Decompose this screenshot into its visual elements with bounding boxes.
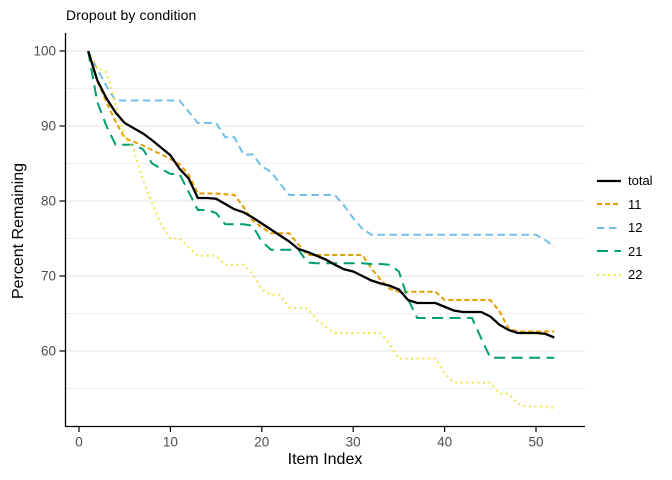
- legend-line-swatch-21: [597, 250, 621, 253]
- series-line-22: [87, 50, 555, 409]
- y-tick-label: 80: [41, 194, 56, 209]
- legend-item-total: total: [596, 169, 653, 193]
- legend-label-22: 22: [628, 267, 643, 283]
- x-tick-label: 0: [75, 435, 83, 450]
- y-tick-label: 90: [41, 119, 56, 134]
- legend-item-21: 21: [596, 240, 653, 264]
- series-line-12: [87, 50, 555, 248]
- legend-label-21: 21: [628, 243, 643, 259]
- x-tick-label: 40: [437, 435, 452, 450]
- x-tick-label: 10: [163, 435, 178, 450]
- x-tick-label: 20: [254, 435, 269, 450]
- legend-line-swatch-11: [597, 203, 621, 206]
- x-tick-label: 50: [528, 435, 543, 450]
- chart-title: Dropout by condition: [66, 7, 197, 23]
- legend: total 11 12 21 22: [596, 169, 653, 287]
- series-line-11: [87, 50, 555, 333]
- legend-line-swatch-22: [597, 273, 621, 276]
- series-line-21: [87, 50, 555, 359]
- legend-label-11: 11: [628, 196, 642, 212]
- legend-line-swatch-12: [597, 226, 621, 229]
- legend-label-12: 12: [628, 220, 643, 236]
- x-axis-title: Item Index: [287, 451, 363, 468]
- legend-item-11: 11: [596, 193, 653, 217]
- y-axis-title: Percent Remaining: [10, 162, 27, 300]
- legend-item-22: 22: [596, 263, 653, 287]
- legend-item-12: 12: [596, 216, 653, 240]
- x-tick-label: 30: [346, 435, 361, 450]
- legend-line-swatch-total: [597, 179, 621, 182]
- y-tick-label: 100: [33, 44, 56, 59]
- legend-label-total: total: [628, 173, 653, 189]
- y-tick-label: 70: [41, 269, 56, 284]
- y-tick-label: 60: [41, 344, 56, 359]
- series-line-total: [87, 50, 555, 339]
